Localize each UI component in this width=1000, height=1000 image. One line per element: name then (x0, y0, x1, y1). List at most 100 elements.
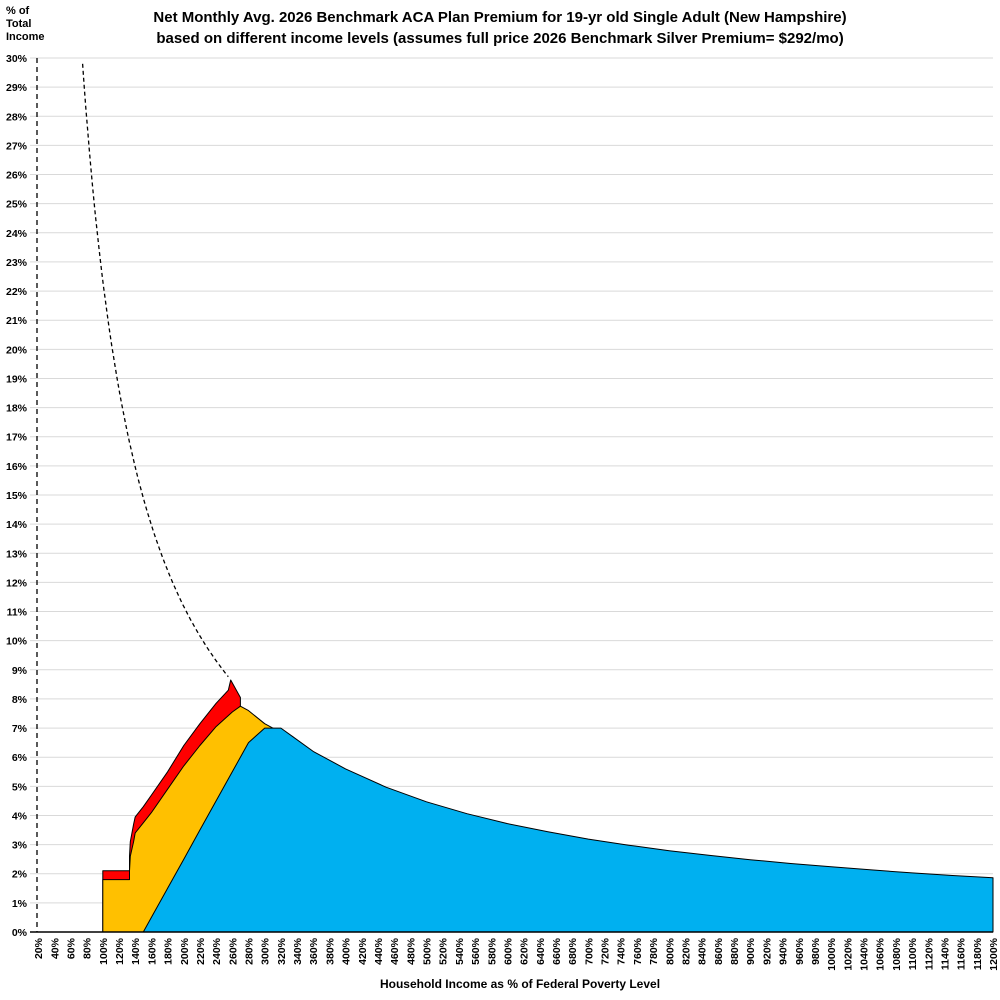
x-tick-label: 1200% (988, 937, 1000, 970)
y-axis-label-line-2: Total (6, 18, 31, 30)
y-tick-label: 0% (12, 927, 28, 939)
y-tick-label: 6% (12, 752, 28, 764)
y-tick-label: 18% (6, 403, 28, 415)
x-tick-label: 860% (713, 937, 725, 965)
y-tick-label: 5% (12, 781, 28, 793)
x-tick-label: 580% (486, 937, 498, 965)
x-tick-label: 920% (761, 937, 773, 965)
x-tick-label: 560% (470, 937, 482, 965)
y-tick-label: 23% (6, 257, 28, 269)
x-tick-label: 840% (697, 937, 709, 965)
y-tick-label: 16% (6, 461, 28, 473)
x-tick-label: 820% (681, 937, 693, 965)
chart-title-line-1: Net Monthly Avg. 2026 Benchmark ACA Plan… (153, 9, 846, 26)
y-tick-label: 22% (6, 286, 28, 298)
y-tick-label: 2% (12, 869, 28, 881)
x-tick-label: 220% (195, 937, 207, 965)
x-tick-label: 780% (648, 937, 660, 965)
x-tick-label: 380% (324, 937, 336, 965)
x-tick-label: 1140% (939, 937, 951, 970)
y-axis-label-line-3: Income (6, 31, 45, 43)
x-tick-label: 1060% (875, 937, 887, 970)
x-tick-label: 540% (454, 937, 466, 965)
x-tick-label: 680% (567, 937, 579, 965)
x-tick-label: 160% (146, 937, 158, 965)
y-tick-label: 1% (12, 898, 28, 910)
y-tick-label: 28% (6, 111, 28, 123)
y-tick-label: 27% (6, 140, 28, 152)
chart-title-line-2: based on different income levels (assume… (156, 30, 843, 47)
x-tick-label: 480% (405, 937, 417, 965)
y-tick-label: 13% (6, 548, 28, 560)
x-tick-label: 720% (600, 937, 612, 965)
data-areas (102, 679, 994, 933)
axes (30, 58, 993, 933)
x-tick-label: 1000% (826, 937, 838, 970)
x-tick-label: 660% (551, 937, 563, 965)
x-tick-label: 260% (227, 937, 239, 965)
x-tick-label: 940% (778, 937, 790, 965)
x-tick-label: 200% (179, 937, 191, 965)
y-tick-label: 10% (6, 636, 28, 648)
x-tick-label: 320% (276, 937, 288, 965)
x-tick-label: 520% (438, 937, 450, 965)
x-tick-label: 60% (66, 937, 78, 959)
x-tick-label: 20% (33, 937, 45, 959)
full-price-dashed-curve (81, 63, 229, 678)
y-tick-label: 24% (6, 228, 28, 240)
x-tick-label: 1180% (972, 937, 984, 970)
x-tick-label: 340% (292, 937, 304, 965)
y-axis-label-line-1: % of (6, 5, 30, 17)
y-tick-label: 29% (6, 82, 28, 94)
x-tick-label: 240% (211, 937, 223, 965)
x-tick-label: 1120% (923, 937, 935, 970)
y-tick-label: 21% (6, 315, 28, 327)
x-tick-label: 300% (260, 937, 272, 965)
x-tick-label: 460% (389, 937, 401, 965)
x-tick-label: 180% (163, 937, 175, 965)
y-tick-label: 26% (6, 170, 28, 182)
y-tick-label: 4% (12, 810, 28, 822)
x-tick-label: 440% (373, 937, 385, 965)
y-tick-label: 12% (6, 577, 28, 589)
y-tick-label: 17% (6, 432, 28, 444)
x-tick-label: 1040% (859, 937, 871, 970)
y-tick-label: 3% (12, 840, 28, 852)
x-tick-label: 760% (632, 937, 644, 965)
x-tick-label: 140% (130, 937, 142, 965)
x-tick-label: 880% (729, 937, 741, 965)
x-tick-label: 1100% (907, 937, 919, 970)
x-tick-label: 100% (98, 937, 110, 965)
x-tick-label: 900% (745, 937, 757, 965)
x-tick-label: 800% (664, 937, 676, 965)
y-tick-label: 30% (6, 53, 28, 65)
x-tick-label: 280% (244, 937, 256, 965)
x-axis-label: Household Income as % of Federal Poverty… (380, 977, 660, 991)
y-tick-label: 8% (12, 694, 28, 706)
x-tick-label: 960% (794, 937, 806, 965)
x-tick-label: 740% (616, 937, 628, 965)
x-tick-labels: 20% 40% 60% 80% 100% 120% 140% 160% 180% 200% 220%… (33, 937, 1000, 970)
y-tick-label: 20% (6, 344, 28, 356)
y-tick-label: 19% (6, 373, 28, 385)
x-tick-label: 1080% (891, 937, 903, 970)
y-tick-label: 25% (6, 199, 28, 211)
x-tick-label: 40% (49, 937, 61, 959)
x-tick-label: 120% (114, 937, 126, 965)
y-tick-labels: 0% 1% 2% 3% 4% 5% 6% 7% 8% 9% 10% 11% 12% 13% 14% 15% 16… (6, 53, 28, 939)
x-tick-label: 980% (810, 937, 822, 965)
x-tick-label: 420% (357, 937, 369, 965)
x-tick-label: 360% (308, 937, 320, 965)
blue-area (142, 727, 994, 933)
y-tick-label: 14% (6, 519, 28, 531)
x-tick-label: 500% (422, 937, 434, 965)
x-tick-label: 1020% (842, 937, 854, 970)
x-tick-label: 700% (583, 937, 595, 965)
x-tick-label: 1160% (956, 937, 968, 970)
y-tick-label: 15% (6, 490, 28, 502)
full-price-curve (81, 63, 229, 678)
y-tick-label: 11% (7, 607, 28, 619)
x-tick-label: 400% (341, 937, 353, 965)
x-tick-label: 600% (503, 937, 515, 965)
